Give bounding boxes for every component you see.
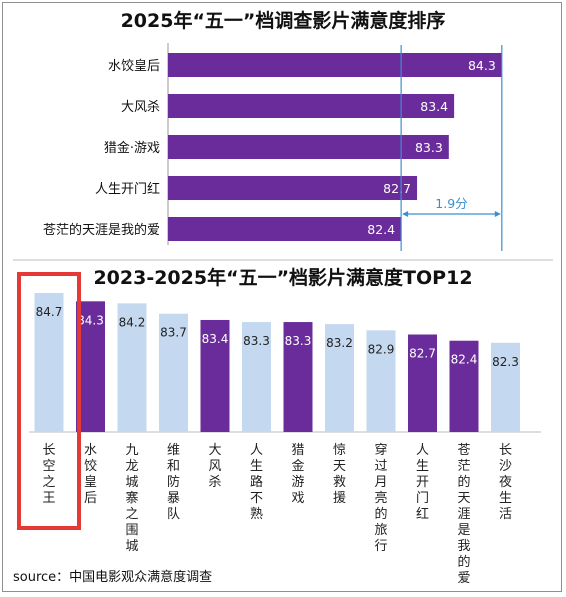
data-label: 83.4: [420, 99, 448, 114]
bar: [168, 94, 455, 118]
data-label: 84.3: [468, 58, 496, 73]
data-label: 83.4: [202, 332, 229, 346]
arrow-head: [402, 211, 409, 217]
category-label: 水饺皇后: [108, 59, 160, 74]
bar: [168, 135, 449, 159]
category-label: 苍茫的天涯是我的爱: [457, 443, 470, 586]
data-label: 83.3: [243, 334, 270, 348]
bar: [449, 340, 479, 432]
category-label: 猎金游戏: [291, 443, 304, 506]
category-label: 水饺皇后: [84, 443, 97, 506]
vertical-bar-chart: 84.7 长空之王 84.3 水饺皇后 84.2 九龙城寨之围城 83.7 维和防暴队 83.4…: [29, 293, 541, 586]
difference-label: 1.9分: [435, 196, 467, 211]
bar: [159, 313, 188, 432]
bar: [200, 319, 230, 432]
category-label: 惊天救援: [333, 443, 346, 506]
category-label: 长沙夜生活: [499, 443, 512, 522]
chart-frame: 2025年“五一”档调查影片满意度排序 水饺皇后 84.3 大风杀 83.4 猎金·游戏…: [2, 2, 562, 592]
bar: [242, 322, 271, 432]
data-label: 82.9: [368, 342, 395, 356]
category-label: 九龙城寨之围城: [125, 443, 138, 554]
category-label: 猎金·游戏: [104, 140, 160, 156]
bar: [366, 330, 396, 432]
difference-bracket: 1.9分: [400, 45, 503, 251]
category-label: 维和防暴队: [167, 443, 180, 522]
data-label: 83.2: [326, 336, 353, 350]
horizontal-bar-chart: 水饺皇后 84.3 大风杀 83.4 猎金·游戏 83.3 人生开门红 82.7 苍茫的天涯是我…: [43, 43, 502, 245]
category-label: 苍茫的天涯是我的爱: [43, 222, 160, 238]
data-label: 84.7: [36, 305, 63, 319]
data-label: 83.3: [415, 140, 443, 155]
source-note: source：中国电影观众满意度调查: [13, 569, 212, 585]
bar: [34, 293, 64, 432]
data-label: 82.3: [492, 355, 519, 369]
category-label: 人生路不熟: [250, 443, 263, 522]
chart-title-bottom: 2023-2025年“五一”档影片满意度TOP12: [93, 266, 472, 289]
arrow-head: [494, 211, 501, 217]
bar: [117, 303, 147, 432]
chart-canvas: 2025年“五一”档调查影片满意度排序 水饺皇后 84.3 大风杀 83.4 猎金·游戏…: [13, 9, 553, 586]
data-label: 84.3: [77, 313, 104, 327]
category-label: 长空之王: [42, 443, 55, 506]
data-label: 83.3: [285, 334, 312, 348]
category-label: 人生开门红: [95, 181, 160, 197]
data-label: 82.7: [409, 346, 436, 360]
category-label: 穿过月亮的旅行: [374, 442, 387, 554]
category-label: 人生开门红: [416, 443, 429, 522]
bar: [168, 53, 502, 77]
category-label: 大风杀: [121, 100, 160, 115]
bar: [168, 176, 418, 200]
highlight-box: [17, 272, 81, 530]
bar: [408, 334, 437, 432]
bar: [283, 322, 313, 432]
data-label: 84.2: [119, 315, 146, 329]
data-label: 83.7: [160, 326, 187, 340]
data-label: 82.4: [367, 222, 395, 237]
category-label: 大风杀: [208, 443, 221, 490]
bar: [168, 217, 402, 241]
bar: [491, 342, 520, 432]
data-label: 82.4: [451, 353, 478, 367]
bar: [325, 324, 354, 432]
chart-title-top: 2025年“五一”档调查影片满意度排序: [121, 9, 446, 32]
data-label: 82.7: [383, 181, 411, 196]
